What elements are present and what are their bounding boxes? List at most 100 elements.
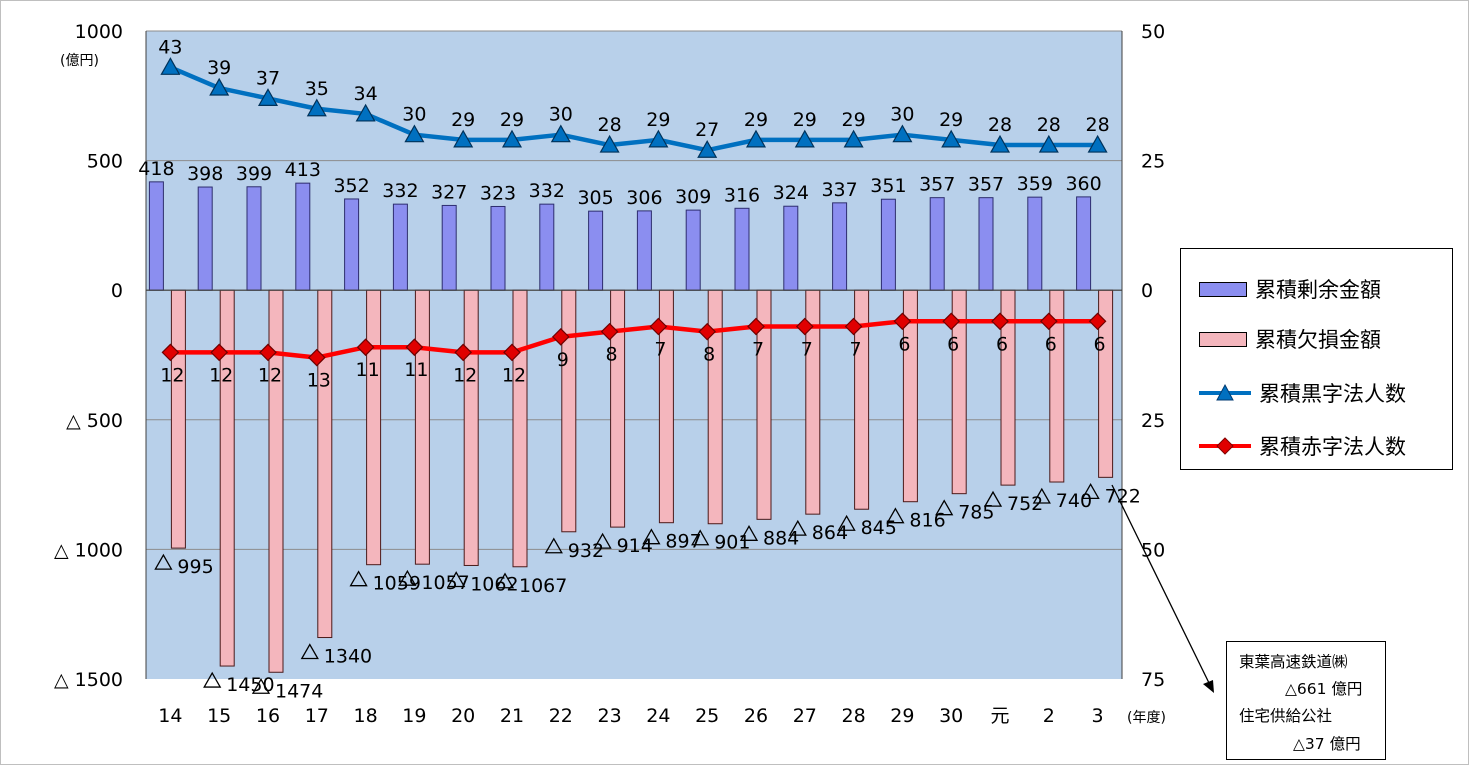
legend-item-loss-count: 累積赤字法人数: [1199, 431, 1406, 461]
loss-count-marker-1: [210, 343, 229, 362]
x-tick-7: 21: [500, 705, 524, 727]
x-tick-5: 19: [402, 705, 426, 727]
loss-count-marker-8: [551, 328, 570, 346]
x-tick-17: 元: [990, 705, 1009, 727]
surplus-bar-17: [978, 197, 994, 291]
surplus-value-label-3: 413: [285, 159, 321, 181]
loss-count-label-9: 8: [606, 344, 618, 366]
surplus-bar-3: [295, 182, 311, 291]
profit-count-marker-17: [989, 134, 1011, 153]
profit-count-label-13: 29: [793, 109, 817, 131]
deficit-bar-9: [610, 289, 626, 528]
deficit-delta-icon-5: [398, 569, 417, 586]
profit-count-label-0: 43: [158, 36, 182, 58]
loss-count-label-16: 6: [947, 333, 959, 355]
loss-count-label-1: 12: [209, 364, 233, 386]
x-tick-18: 2: [1043, 705, 1055, 727]
profit-count-label-14: 29: [842, 109, 866, 131]
deficit-bar-6: [463, 289, 479, 566]
data-labels: 43 39 37 35 34 30 29 29 30 28 29 27 29 29 29 30 29 28 28 28…: [138, 36, 1141, 702]
surplus-value-label-2: 399: [236, 163, 272, 185]
deficit-delta-icon-3: [300, 643, 319, 660]
deficit-delta-icon-17: [983, 490, 1003, 507]
profit-count-polyline: [169, 65, 1098, 153]
legend-item-profit-count: 累積黒字法人数: [1199, 378, 1406, 408]
profit-count-marker-10: [648, 129, 669, 148]
deficit-value-label-14: 845: [861, 517, 897, 539]
deficit-value-label-8: 932: [568, 540, 604, 562]
surplus-value-label-6: 327: [431, 181, 467, 203]
annotation-line-4: △37 億円: [1293, 735, 1361, 753]
profit-count-label-19: 28: [1086, 114, 1110, 136]
annotation-line-1: 東葉高速鉄道㈱: [1239, 653, 1348, 671]
profit-count-marker-0: [160, 57, 181, 75]
legend-label-profit-count: 累積黒字法人数: [1259, 382, 1406, 406]
deficit-value-label-13: 864: [812, 522, 848, 544]
surplus-value-label-0: 418: [138, 158, 174, 180]
profit-count-label-7: 29: [500, 109, 524, 131]
x-tick-3: 17: [305, 705, 329, 727]
loss-count-label-18: 6: [1045, 333, 1057, 355]
x-axis-label: (年度): [1127, 710, 1166, 726]
loss-count-label-11: 8: [703, 344, 715, 366]
profit-count-label-16: 29: [939, 109, 963, 131]
legend-swatch-surplus: [1199, 281, 1247, 297]
loss-count-marker-7: [503, 343, 521, 362]
deficit-value-label-10: 897: [665, 531, 701, 553]
surplus-value-label-12: 316: [724, 184, 760, 206]
profit-count-marker-15: [892, 124, 913, 143]
right-tick-3: 25: [1141, 410, 1165, 432]
x-tick-16: 30: [939, 705, 963, 727]
loss-count-label-2: 12: [258, 364, 282, 386]
profit-count-marker-11: [697, 140, 718, 158]
profit-count-label-3: 35: [305, 78, 329, 100]
profit-count-marker-8: [550, 124, 571, 143]
surplus-bar-14: [832, 202, 848, 291]
deficit-delta-icon-19: [1081, 483, 1100, 499]
deficit-value-label-11: 901: [714, 532, 750, 554]
x-tick-19: 3: [1092, 705, 1104, 727]
loss-count-marker-0: [161, 343, 180, 362]
surplus-bar-11: [685, 209, 701, 291]
deficit-value-label-17: 752: [1007, 493, 1043, 515]
surplus-bars: [148, 181, 1092, 291]
surplus-value-label-7: 323: [480, 182, 516, 204]
loss-count-line: [161, 312, 1107, 367]
profit-count-marker-13: [794, 129, 815, 148]
deficit-bar-0: [170, 289, 186, 549]
loss-count-marker-14: [844, 317, 863, 336]
right-tick-5: 75: [1141, 669, 1165, 691]
surplus-bar-8: [539, 203, 555, 291]
profit-count-label-6: 29: [451, 109, 475, 131]
deficit-delta-icon-1: [203, 671, 222, 688]
deficit-delta-icon-8: [544, 537, 563, 554]
legend-swatch-deficit: [1199, 331, 1247, 347]
profit-count-label-8: 30: [549, 104, 573, 126]
x-tick-2: 16: [256, 705, 280, 727]
loss-count-marker-12: [747, 317, 765, 336]
surplus-value-label-5: 332: [382, 180, 418, 202]
loss-count-label-3: 13: [307, 370, 331, 392]
deficit-value-label-9: 914: [617, 535, 653, 557]
profit-count-marker-4: [355, 103, 376, 122]
deficit-delta-icon-18: [1032, 487, 1051, 504]
loss-count-label-17: 6: [996, 333, 1008, 355]
profit-count-marker-7: [501, 129, 523, 148]
loss-count-marker-17: [991, 312, 1009, 331]
surplus-value-label-13: 324: [773, 182, 809, 204]
deficit-delta-icon-12: [739, 525, 759, 541]
surplus-value-label-18: 359: [1017, 173, 1053, 195]
deficit-delta-icon-9: [593, 532, 612, 549]
profit-count-marker-16: [941, 129, 962, 148]
profit-count-marker-19: [1087, 134, 1108, 153]
loss-count-marker-4: [356, 338, 375, 357]
profit-count-marker-14: [843, 129, 864, 148]
deficit-delta-icon-10: [642, 528, 661, 545]
loss-count-label-13: 7: [801, 338, 813, 360]
legend-item-surplus: 累積剰余金額: [1199, 274, 1381, 304]
deficit-delta-icon-4: [349, 570, 368, 587]
deficit-bar-3: [317, 289, 333, 639]
surplus-value-label-15: 351: [870, 175, 906, 197]
deficit-value-label-16: 785: [958, 502, 994, 524]
